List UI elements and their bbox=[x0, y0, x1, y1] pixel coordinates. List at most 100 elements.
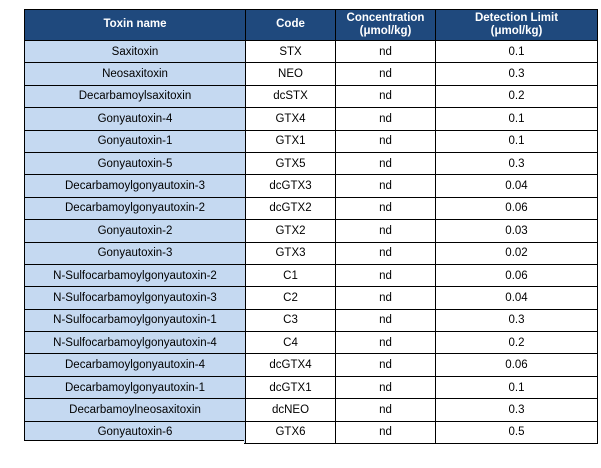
code-cell: GTX6 bbox=[245, 420, 336, 445]
code-cell: dcSTX bbox=[245, 84, 336, 109]
detection-limit-cell: 0.04 bbox=[435, 286, 598, 310]
header-detection-limit: Detection Limit (μmol/kg) bbox=[435, 9, 598, 41]
table-row: Decarbamoylneosaxitoxin dcNEO nd 0.3 bbox=[24, 398, 598, 422]
table-body: Saxitoxin STX nd 0.1 Neosaxitoxin NEO nd… bbox=[24, 39, 598, 445]
toxin-name-cell: Gonyautoxin-1 bbox=[24, 129, 246, 153]
concentration-cell: nd bbox=[335, 39, 436, 64]
header-code-label: Code bbox=[276, 18, 305, 31]
detection-limit-cell: 0.02 bbox=[435, 241, 598, 265]
detection-limit-cell: 0.1 bbox=[435, 107, 598, 131]
toxin-name-cell: Decarbamoylgonyautoxin-4 bbox=[24, 353, 246, 377]
concentration-cell: nd bbox=[335, 353, 436, 377]
table-row: N-Sulfocarbamoylgonyautoxin-3 C2 nd 0.04 bbox=[24, 286, 598, 310]
header-concentration-unit: (μmol/kg) bbox=[359, 25, 412, 37]
toxin-name-cell: Decarbamoylsaxitoxin bbox=[24, 84, 246, 109]
code-cell: C4 bbox=[245, 331, 336, 355]
code-cell: dcNEO bbox=[245, 398, 336, 422]
detection-limit-cell: 0.06 bbox=[435, 196, 598, 221]
concentration-cell: nd bbox=[335, 84, 436, 109]
code-cell: GTX4 bbox=[245, 107, 336, 131]
detection-limit-cell: 0.1 bbox=[435, 375, 598, 400]
code-cell: GTX1 bbox=[245, 129, 336, 153]
table-row: Gonyautoxin-6 GTX6 nd 0.5 bbox=[24, 420, 598, 445]
detection-limit-cell: 0.3 bbox=[435, 308, 598, 333]
code-cell: C1 bbox=[245, 263, 336, 288]
table-row: N-Sulfocarbamoylgonyautoxin-2 C1 nd 0.06 bbox=[24, 263, 598, 288]
toxin-name-cell: Gonyautoxin-3 bbox=[24, 241, 246, 265]
code-cell: GTX5 bbox=[245, 151, 336, 176]
concentration-cell: nd bbox=[335, 151, 436, 176]
toxin-name-cell: Decarbamoylgonyautoxin-3 bbox=[24, 174, 246, 198]
table-row: Decarbamoylgonyautoxin-2 dcGTX2 nd 0.06 bbox=[24, 196, 598, 221]
table-row: N-Sulfocarbamoylgonyautoxin-4 C4 nd 0.2 bbox=[24, 331, 598, 355]
table-bottom-step-artifact bbox=[24, 440, 244, 445]
detection-limit-cell: 0.3 bbox=[435, 62, 598, 86]
code-cell: C2 bbox=[245, 286, 336, 310]
toxin-name-cell: N-Sulfocarbamoylgonyautoxin-3 bbox=[24, 286, 246, 310]
header-concentration-label: Concentration bbox=[346, 11, 425, 24]
concentration-cell: nd bbox=[335, 263, 436, 288]
detection-limit-cell: 0.1 bbox=[435, 39, 598, 64]
table-row: Gonyautoxin-2 GTX2 nd 0.03 bbox=[24, 219, 598, 243]
toxin-name-cell: Decarbamoylgonyautoxin-2 bbox=[24, 196, 246, 221]
concentration-cell: nd bbox=[335, 286, 436, 310]
concentration-cell: nd bbox=[335, 196, 436, 221]
header-code: Code bbox=[245, 9, 336, 41]
concentration-cell: nd bbox=[335, 375, 436, 400]
table-row: Decarbamoylgonyautoxin-4 dcGTX4 nd 0.06 bbox=[24, 353, 598, 377]
toxins-table-container: Toxin name Code Concentration (μmol/kg) … bbox=[24, 9, 598, 445]
detection-limit-cell: 0.04 bbox=[435, 174, 598, 198]
concentration-cell: nd bbox=[335, 241, 436, 265]
concentration-cell: nd bbox=[335, 62, 436, 86]
toxin-name-cell: Decarbamoylneosaxitoxin bbox=[24, 398, 246, 422]
detection-limit-cell: 0.3 bbox=[435, 151, 598, 176]
detection-limit-cell: 0.3 bbox=[435, 398, 598, 422]
detection-limit-cell: 0.2 bbox=[435, 84, 598, 109]
table-row: Decarbamoylgonyautoxin-3 dcGTX3 nd 0.04 bbox=[24, 174, 598, 198]
toxin-name-cell: Decarbamoylgonyautoxin-1 bbox=[24, 375, 246, 400]
header-detection-limit-label: Detection Limit bbox=[474, 11, 559, 24]
concentration-cell: nd bbox=[335, 420, 436, 445]
table-row: Gonyautoxin-5 GTX5 nd 0.3 bbox=[24, 151, 598, 176]
code-cell: NEO bbox=[245, 62, 336, 86]
detection-limit-cell: 0.2 bbox=[435, 331, 598, 355]
detection-limit-cell: 0.06 bbox=[435, 353, 598, 377]
code-cell: STX bbox=[245, 39, 336, 64]
code-cell: GTX2 bbox=[245, 219, 336, 243]
toxin-name-cell: Neosaxitoxin bbox=[24, 62, 246, 86]
table-row: Gonyautoxin-1 GTX1 nd 0.1 bbox=[24, 129, 598, 153]
table-row: Decarbamoylsaxitoxin dcSTX nd 0.2 bbox=[24, 84, 598, 109]
concentration-cell: nd bbox=[335, 398, 436, 422]
toxin-name-cell: N-Sulfocarbamoylgonyautoxin-4 bbox=[24, 331, 246, 355]
detection-limit-cell: 0.06 bbox=[435, 263, 598, 288]
code-cell: dcGTX3 bbox=[245, 174, 336, 198]
header-toxin-name: Toxin name bbox=[24, 9, 246, 41]
concentration-cell: nd bbox=[335, 331, 436, 355]
concentration-cell: nd bbox=[335, 107, 436, 131]
toxin-name-cell: Saxitoxin bbox=[24, 39, 246, 64]
concentration-cell: nd bbox=[335, 129, 436, 153]
code-cell: C3 bbox=[245, 308, 336, 333]
code-cell: GTX3 bbox=[245, 241, 336, 265]
detection-limit-cell: 0.1 bbox=[435, 129, 598, 153]
code-cell: dcGTX1 bbox=[245, 375, 336, 400]
table-row: Neosaxitoxin NEO nd 0.3 bbox=[24, 62, 598, 86]
toxin-name-cell: Gonyautoxin-6 bbox=[24, 420, 246, 445]
detection-limit-cell: 0.03 bbox=[435, 219, 598, 243]
header-concentration: Concentration (μmol/kg) bbox=[335, 9, 436, 41]
header-toxin-name-label: Toxin name bbox=[103, 18, 167, 31]
toxin-name-cell: N-Sulfocarbamoylgonyautoxin-2 bbox=[24, 263, 246, 288]
table-row: Saxitoxin STX nd 0.1 bbox=[24, 39, 598, 64]
concentration-cell: nd bbox=[335, 308, 436, 333]
table-row: N-Sulfocarbamoylgonyautoxin-1 C3 nd 0.3 bbox=[24, 308, 598, 333]
toxin-name-cell: N-Sulfocarbamoylgonyautoxin-1 bbox=[24, 308, 246, 333]
concentration-cell: nd bbox=[335, 174, 436, 198]
table-row: Decarbamoylgonyautoxin-1 dcGTX1 nd 0.1 bbox=[24, 375, 598, 400]
detection-limit-cell: 0.5 bbox=[435, 420, 598, 445]
toxin-name-cell: Gonyautoxin-4 bbox=[24, 107, 246, 131]
table-header-row: Toxin name Code Concentration (μmol/kg) … bbox=[24, 9, 598, 41]
table-row: Gonyautoxin-3 GTX3 nd 0.02 bbox=[24, 241, 598, 265]
code-cell: dcGTX4 bbox=[245, 353, 336, 377]
code-cell: dcGTX2 bbox=[245, 196, 336, 221]
toxin-name-cell: Gonyautoxin-5 bbox=[24, 151, 246, 176]
